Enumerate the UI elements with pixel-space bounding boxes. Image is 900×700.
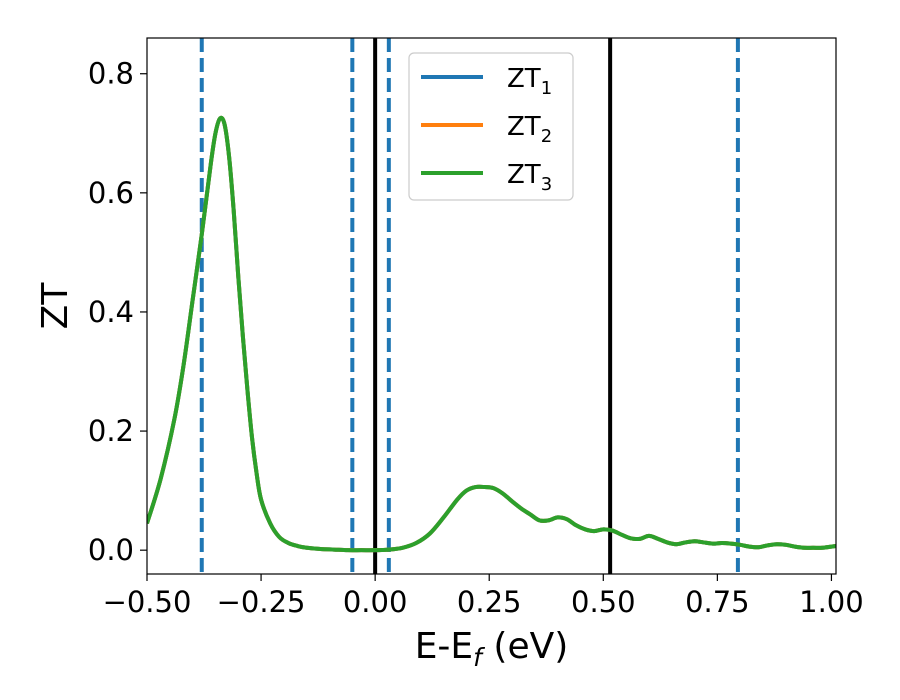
legend-box: [408, 52, 574, 201]
plot-area: [146, 37, 837, 575]
x-tick-label: 0.25: [457, 585, 522, 619]
y-tick-label: 0.2: [88, 414, 134, 448]
legend-label-zt3: ZT3: [507, 160, 552, 195]
x-tick-label: 0.75: [685, 585, 750, 619]
x-tick-label: −0.50: [103, 585, 192, 619]
y-tick-label: 0.8: [88, 57, 134, 91]
legend: ZT1 ZT2 ZT3: [408, 52, 574, 201]
plot-frame: [146, 37, 837, 575]
series-line-zt3: [147, 115, 836, 553]
x-tick-label: 0.00: [343, 585, 408, 619]
y-tick-label: 0.0: [88, 533, 134, 567]
legend-label-zt1: ZT1: [507, 64, 552, 99]
x-tick-label: 0.50: [571, 585, 636, 619]
x-axis-label: E-Ef (eV): [415, 626, 569, 672]
axis-labels: E-Ef (eV) ZT: [35, 282, 568, 672]
x-tick-label: 1.00: [799, 585, 864, 619]
y-axis-label: ZT: [35, 282, 76, 330]
y-tick-label: 0.4: [88, 295, 134, 329]
legend-label-zt2: ZT2: [507, 112, 552, 147]
x-tick-label: −0.25: [217, 585, 306, 619]
axis-ticks: −0.50 −0.25 0.00 0.25 0.50 0.75 1.00 0.0 0.2 0.4 0…: [88, 57, 864, 619]
y-tick-label: 0.6: [88, 176, 134, 210]
